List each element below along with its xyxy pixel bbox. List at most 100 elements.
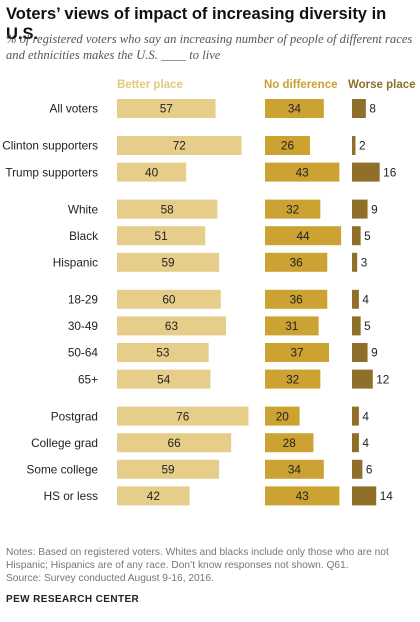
bar-worse-place-postgrad xyxy=(352,406,359,426)
row-label-white: White xyxy=(68,202,99,216)
bar-better-place-50-64 xyxy=(117,343,209,362)
value-label-worse-place-white: 9 xyxy=(371,202,378,216)
bar-better-place-hs-or-less xyxy=(117,486,190,506)
value-label-worse-place-some-college: 6 xyxy=(366,463,373,477)
bar-no-difference-black xyxy=(265,226,342,246)
value-label-worse-place-30-49: 5 xyxy=(364,319,371,333)
bar-better-place-18-29 xyxy=(117,289,221,309)
value-label-no-difference-30-49: 31 xyxy=(285,319,298,333)
bar-worse-place-65 xyxy=(352,369,373,389)
value-label-worse-place-hispanic: 3 xyxy=(361,256,368,270)
value-label-better-place-65: 54 xyxy=(157,372,171,386)
value-label-better-place-some-college: 59 xyxy=(161,463,174,477)
value-label-better-place-black: 51 xyxy=(155,229,168,243)
bar-better-place-black xyxy=(117,226,206,246)
value-label-better-place-all-voters: 57 xyxy=(160,102,173,116)
pew-logo-text: PEW RESEARCH CENTER xyxy=(6,594,140,605)
value-label-better-place-50-64: 53 xyxy=(156,346,170,360)
value-label-no-difference-hs-or-less: 43 xyxy=(296,489,310,503)
value-label-better-place-clinton-supporters: 72 xyxy=(173,139,186,153)
value-label-better-place-college-grad: 66 xyxy=(168,436,182,450)
value-label-no-difference-50-64: 37 xyxy=(290,346,303,360)
bar-better-place-clinton-supporters xyxy=(117,136,242,155)
legend-better-place: Better place xyxy=(117,79,183,91)
bar-no-difference-hispanic xyxy=(265,252,328,272)
chart-notes: Notes: Based on registered voters. White… xyxy=(6,547,389,572)
bar-better-place-some-college xyxy=(117,459,220,479)
bar-worse-place-30-49 xyxy=(352,316,361,336)
bar-better-place-trump-supporters xyxy=(117,162,187,182)
bar-better-place-hispanic xyxy=(117,252,220,272)
value-label-better-place-hispanic: 59 xyxy=(161,256,174,270)
row-label-hs-or-less: HS or less xyxy=(44,489,99,503)
legend-no-difference: No difference xyxy=(264,79,338,91)
value-label-no-difference-clinton-supporters: 26 xyxy=(281,139,295,153)
row-label-30-49: 30-49 xyxy=(68,319,98,333)
value-label-worse-place-postgrad: 4 xyxy=(362,409,369,423)
bar-no-difference-some-college xyxy=(265,459,324,479)
bar-no-difference-30-49 xyxy=(265,316,319,336)
value-label-no-difference-postgrad: 20 xyxy=(276,409,290,423)
row-label-black: Black xyxy=(69,229,98,243)
bar-worse-place-white xyxy=(352,199,368,219)
value-label-better-place-30-49: 63 xyxy=(165,319,179,333)
row-label-65: 65+ xyxy=(78,372,98,386)
row-label-50-64: 50-64 xyxy=(68,346,99,360)
bar-worse-place-clinton-supporters xyxy=(352,136,356,155)
value-label-no-difference-white: 32 xyxy=(286,202,299,216)
value-label-worse-place-hs-or-less: 14 xyxy=(380,489,394,503)
value-label-no-difference-18-29: 36 xyxy=(290,293,304,307)
value-label-no-difference-trump-supporters: 43 xyxy=(296,165,310,179)
chart-title: Voters’ views of impact of increasing di… xyxy=(6,5,387,43)
bar-no-difference-college-grad xyxy=(265,433,314,453)
bar-no-difference-hs-or-less xyxy=(265,486,340,506)
bar-better-place-30-49 xyxy=(117,316,226,336)
bar-no-difference-trump-supporters xyxy=(265,162,340,182)
value-label-no-difference-all-voters: 34 xyxy=(288,102,302,116)
row-label-18-29: 18-29 xyxy=(68,293,98,307)
bar-no-difference-18-29 xyxy=(265,289,328,309)
value-label-no-difference-some-college: 34 xyxy=(288,463,302,477)
value-label-no-difference-hispanic: 36 xyxy=(290,256,304,270)
bar-worse-place-college-grad xyxy=(352,433,359,453)
value-label-worse-place-black: 5 xyxy=(364,229,371,243)
value-label-better-place-hs-or-less: 42 xyxy=(147,489,160,503)
bar-no-difference-clinton-supporters xyxy=(265,136,310,155)
chart-source: Source: Survey conducted August 9-16, 20… xyxy=(6,573,214,584)
bar-worse-place-trump-supporters xyxy=(352,162,380,182)
value-label-better-place-trump-supporters: 40 xyxy=(145,165,159,179)
bar-no-difference-65 xyxy=(265,369,321,389)
row-label-postgrad: Postgrad xyxy=(51,409,98,423)
bar-better-place-all-voters xyxy=(117,99,216,118)
value-label-worse-place-college-grad: 4 xyxy=(362,436,369,450)
row-label-college-grad: College grad xyxy=(31,436,98,450)
bar-no-difference-white xyxy=(265,199,321,219)
value-label-worse-place-18-29: 4 xyxy=(362,293,369,307)
bar-better-place-65 xyxy=(117,369,211,389)
bar-worse-place-all-voters xyxy=(352,99,366,118)
value-label-worse-place-50-64: 9 xyxy=(371,346,378,360)
row-label-some-college: Some college xyxy=(27,463,99,477)
bar-worse-place-hs-or-less xyxy=(352,486,377,506)
row-label-hispanic: Hispanic xyxy=(53,256,98,270)
bar-better-place-college-grad xyxy=(117,433,232,453)
value-label-no-difference-65: 32 xyxy=(286,372,299,386)
value-label-no-difference-black: 44 xyxy=(296,229,310,243)
legend-worse-place: Worse place xyxy=(348,79,416,91)
value-label-worse-place-clinton-supporters: 2 xyxy=(359,139,366,153)
chart-subtitle: % of registered voters who say an increa… xyxy=(6,32,413,62)
bar-no-difference-all-voters xyxy=(265,99,324,118)
value-label-better-place-18-29: 60 xyxy=(162,293,176,307)
value-label-better-place-white: 58 xyxy=(161,202,175,216)
bar-worse-place-some-college xyxy=(352,459,363,479)
value-label-worse-place-all-voters: 8 xyxy=(369,102,376,116)
bar-worse-place-black xyxy=(352,226,361,246)
bar-worse-place-18-29 xyxy=(352,289,359,309)
row-label-clinton-supporters: Clinton supporters xyxy=(2,139,98,153)
bar-no-difference-postgrad xyxy=(265,406,300,426)
bar-worse-place-hispanic xyxy=(352,252,358,272)
bar-better-place-postgrad xyxy=(117,406,249,426)
row-label-all-voters: All voters xyxy=(49,102,98,116)
bar-better-place-white xyxy=(117,199,218,219)
